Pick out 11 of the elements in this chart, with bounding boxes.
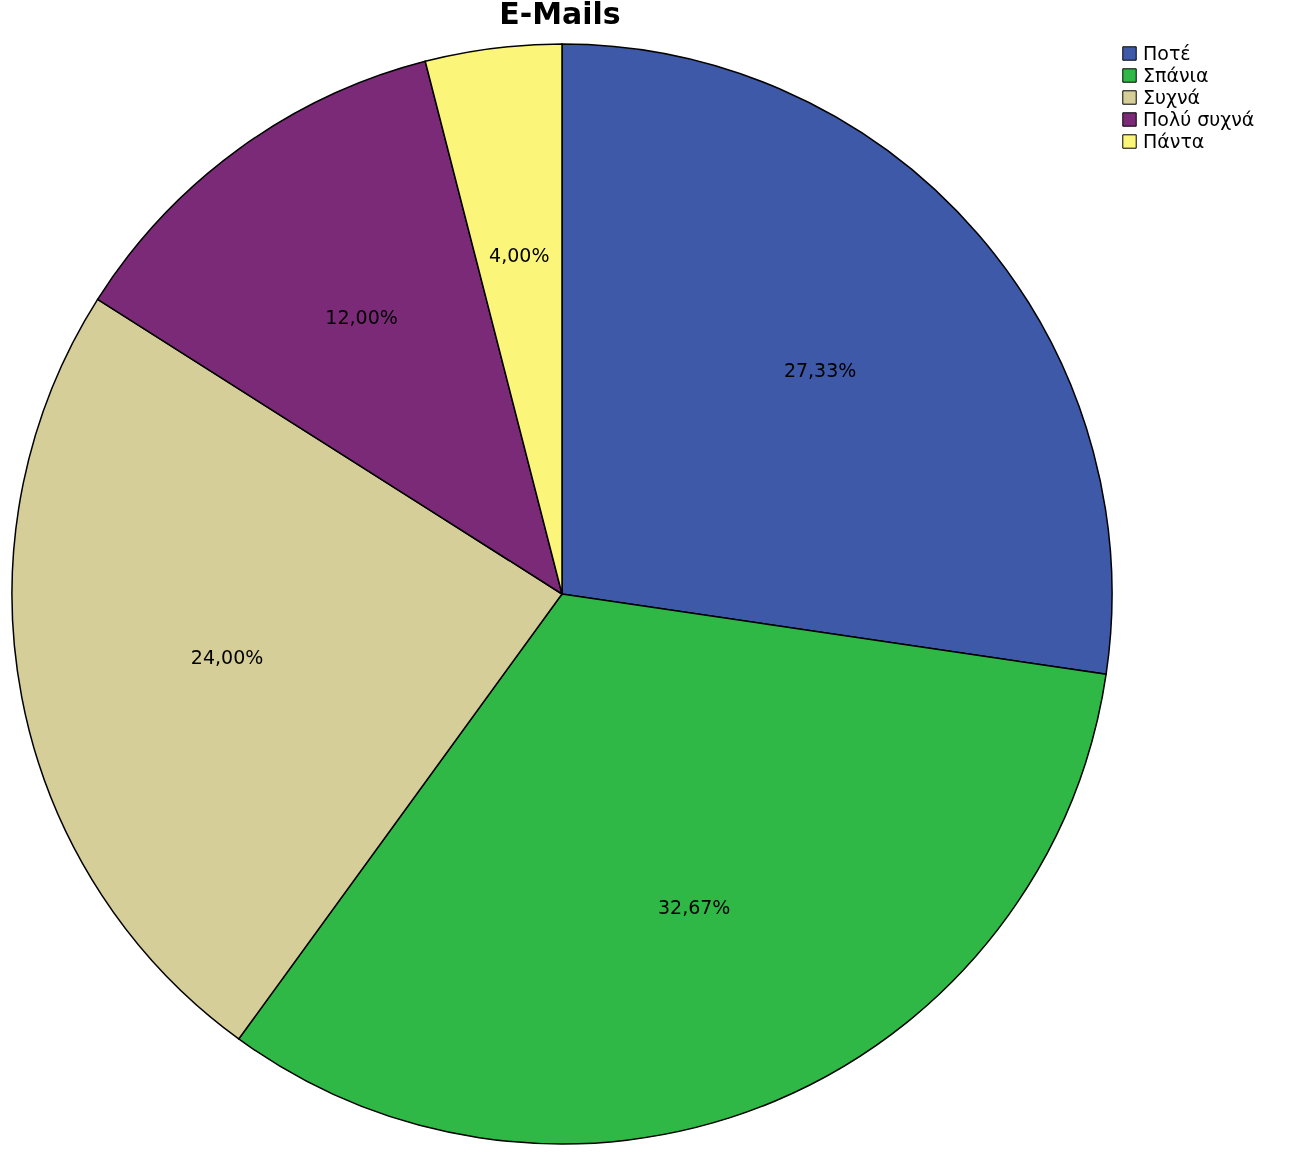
legend-label: Πάντα	[1143, 129, 1205, 152]
legend-label: Πολύ συχνά	[1143, 107, 1255, 130]
data-label: 32,67%	[657, 896, 731, 919]
legend-label: Συχνά	[1143, 85, 1201, 108]
data-label: 27,33%	[783, 359, 857, 382]
data-label: 24,00%	[190, 645, 264, 668]
data-label: 4,00%	[489, 243, 550, 266]
legend-label: Ποτέ	[1143, 41, 1191, 64]
chart-title: E-Mails	[499, 0, 621, 31]
data-label: 12,00%	[325, 306, 398, 329]
legend-label: Σπάνια	[1143, 63, 1209, 86]
